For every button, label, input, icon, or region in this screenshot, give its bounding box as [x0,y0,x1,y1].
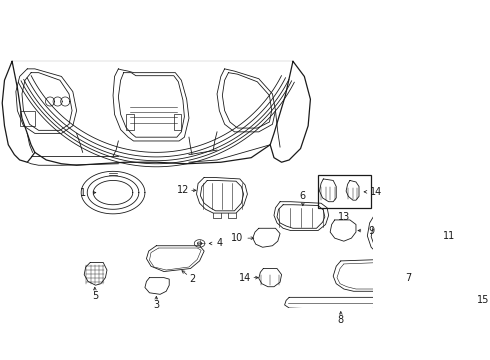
Text: 9: 9 [368,226,374,235]
Text: 13: 13 [338,212,350,221]
Text: 5: 5 [92,291,98,301]
Text: 14: 14 [239,273,251,283]
Text: 4: 4 [216,238,222,248]
Text: 3: 3 [153,300,159,310]
Text: 1: 1 [79,188,86,198]
Text: 8: 8 [338,315,344,325]
Text: 10: 10 [231,233,244,243]
Text: 14: 14 [370,187,383,197]
Text: 12: 12 [177,185,189,195]
Text: 15: 15 [477,296,489,305]
Text: 11: 11 [442,231,455,241]
Text: 6: 6 [300,192,306,201]
Text: 7: 7 [405,273,412,283]
Text: 2: 2 [189,274,195,284]
